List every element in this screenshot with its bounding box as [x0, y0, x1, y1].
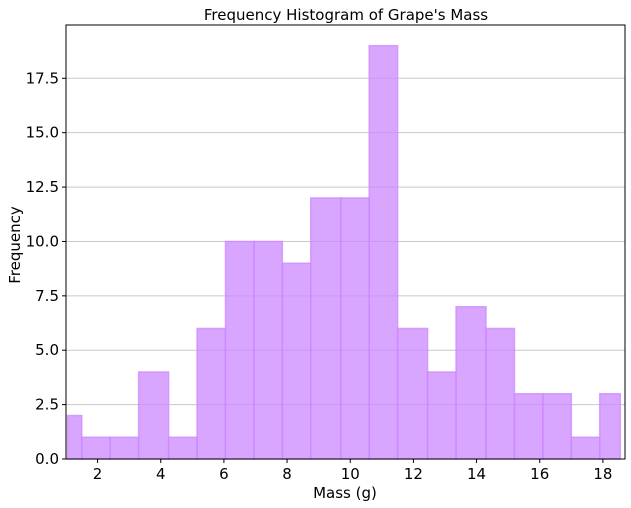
histogram-bar: [598, 392, 622, 460]
x-tick-label: 6: [219, 465, 229, 483]
x-tick-label: 8: [282, 465, 292, 483]
histogram-bar: [167, 436, 198, 460]
histogram-bar: [396, 327, 429, 460]
histogram-bar: [455, 305, 487, 460]
histogram-bar: [66, 414, 83, 460]
histogram-bar: [224, 240, 255, 460]
plot-frame: [65, 24, 626, 460]
y-axis-label: Frequency: [6, 206, 24, 284]
histogram-bar: [340, 197, 370, 460]
chart-title: Frequency Histogram of Grape's Mass: [204, 6, 488, 24]
histogram-bar: [513, 392, 544, 460]
histogram-bar: [310, 197, 342, 460]
x-tick-label: 2: [93, 465, 103, 483]
x-tick-label: 16: [530, 465, 549, 483]
y-tick-label: 0.0: [35, 450, 59, 468]
y-tick-label: 15.0: [26, 124, 59, 142]
histogram-bar: [542, 392, 573, 460]
histogram-bar: [253, 240, 284, 460]
histogram-bar: [426, 371, 457, 460]
histogram-bar: [109, 436, 140, 460]
histogram-bar: [281, 262, 312, 460]
histogram-bar: [368, 44, 399, 460]
y-tick-label: 12.5: [26, 178, 59, 196]
x-axis-label: Mass (g): [313, 484, 377, 502]
x-tick-label: 4: [156, 465, 166, 483]
x-tick-label: 10: [341, 465, 360, 483]
y-tick-label: 17.5: [26, 69, 59, 87]
bars: [66, 44, 622, 460]
x-axis-ticks: 2 4 6 8 10 12 14 16 18: [93, 459, 612, 483]
y-tick-label: 5.0: [35, 341, 59, 359]
histogram-bar: [196, 327, 227, 460]
y-tick-label: 7.5: [35, 287, 59, 305]
y-tick-label: 2.5: [35, 396, 59, 414]
y-tick-label: 10.0: [26, 232, 59, 250]
histogram-bar: [137, 371, 170, 460]
histogram-bar: [485, 327, 516, 460]
histogram-bar: [81, 436, 111, 460]
x-tick-label: 14: [467, 465, 486, 483]
y-axis-ticks: 0.0 2.5 5.0 7.5 10.0 12.5 15.0 17.5: [26, 69, 66, 468]
x-tick-label: 18: [593, 465, 612, 483]
histogram-bar: [570, 436, 601, 460]
x-tick-label: 12: [404, 465, 423, 483]
